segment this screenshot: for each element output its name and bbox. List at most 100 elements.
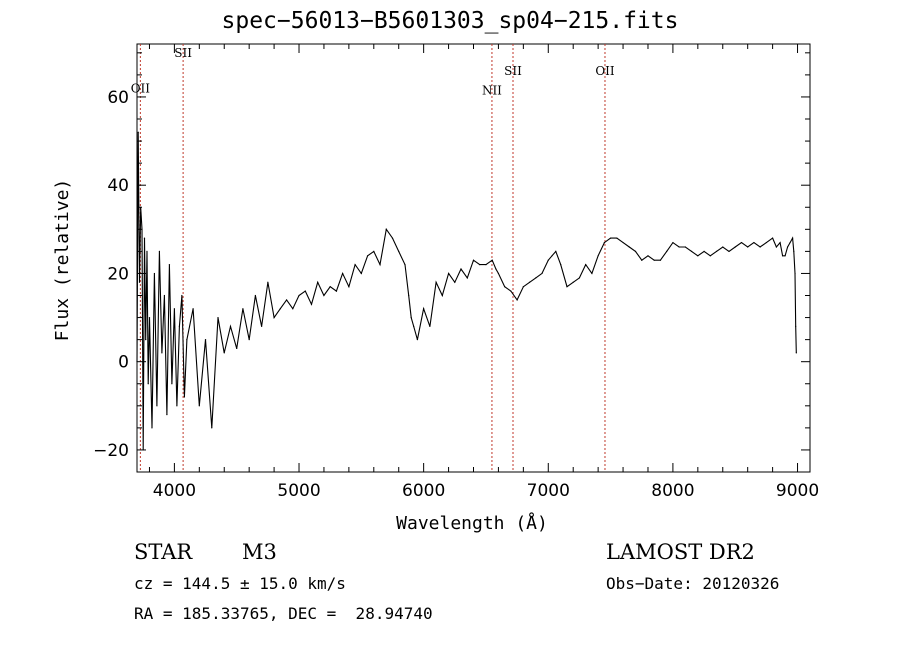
flux-data-point [791, 237, 794, 239]
flux-data-point [666, 250, 668, 252]
flux-data-point [217, 316, 219, 319]
flux-data-point [168, 264, 171, 266]
flux-data-point [775, 246, 777, 248]
x-tick-label: 9000 [776, 481, 819, 501]
flux-data-point [379, 264, 381, 266]
flux-data-point [765, 241, 767, 244]
flux-data-point [335, 290, 338, 292]
flux-data-point [495, 268, 497, 270]
flux-data-point [479, 264, 481, 266]
flux-data-point [323, 294, 325, 297]
flux-data-point [510, 290, 512, 292]
flux-data-point [522, 286, 524, 288]
y-tick-label: 40 [107, 176, 129, 196]
flux-data-point [423, 308, 425, 310]
x-axis-label: Wavelength (Å) [396, 512, 548, 534]
flux-data-point [659, 259, 662, 261]
flux-data-point [691, 250, 693, 252]
coords-text: RA = 185.33765, DEC = 28.94740 [134, 604, 433, 623]
flux-data-point [555, 250, 557, 252]
flux-data-point [603, 241, 605, 244]
flux-data-point [186, 339, 188, 341]
flux-data-point [342, 272, 344, 275]
flux-data-point [146, 250, 148, 252]
flux-data-point [373, 250, 375, 252]
flux-data-point [416, 339, 419, 341]
flux-data-point [366, 255, 369, 257]
flux-data-point [385, 228, 387, 230]
flux-data-point [795, 325, 797, 327]
flux-data-point [273, 316, 275, 319]
flux-data-point [298, 294, 300, 297]
flux-data-point [472, 259, 475, 261]
flux-data-point [163, 294, 166, 297]
y-tick-label: 20 [107, 264, 129, 284]
flux-data-point [410, 316, 412, 319]
flux-data-point [156, 405, 158, 407]
flux-data-point [161, 352, 163, 354]
flux-data-point [585, 264, 587, 266]
flux-data-point [229, 325, 232, 327]
y-tick-label: −20 [93, 441, 129, 461]
flux-data-point [722, 246, 724, 248]
x-tick-label: 8000 [651, 481, 694, 501]
flux-series-line [136, 132, 797, 450]
flux-data-point [591, 272, 593, 275]
redshift-text: cz = 144.5 ± 15.0 km/s [134, 574, 346, 593]
flux-data-point [779, 241, 781, 244]
flux-data-point [317, 281, 319, 283]
flux-data-point [460, 268, 462, 270]
flux-data-point [578, 277, 581, 279]
emission-line-label: SII [174, 46, 192, 60]
x-tick-label: 5000 [277, 481, 320, 501]
flux-data-point [137, 131, 139, 133]
y-tick-label: 0 [118, 353, 129, 373]
flux-data-point [192, 308, 194, 310]
flux-data-point [793, 250, 795, 252]
flux-data-point [516, 299, 518, 301]
flux-data-point [759, 246, 761, 248]
flux-data-point [454, 281, 456, 283]
flux-data-point [609, 237, 612, 239]
flux-data-point [715, 250, 718, 252]
flux-data-point [279, 308, 281, 310]
flux-data-point [178, 325, 180, 327]
flux-data-point [684, 246, 686, 248]
flux-data-point [147, 383, 149, 385]
flux-data-point [158, 250, 161, 252]
flux-data-point [597, 255, 599, 257]
flux-data-point [413, 325, 415, 327]
flux-data-point [236, 347, 238, 350]
flux-data-point [794, 272, 796, 275]
flux-data-point [304, 290, 306, 292]
flux-data-point [354, 264, 356, 266]
object-class: STAR [134, 540, 193, 564]
flux-data-point [647, 255, 649, 257]
flux-data-point [497, 272, 500, 275]
flux-data-point [398, 250, 400, 252]
flux-data-point [728, 250, 730, 252]
flux-data-point [772, 237, 774, 239]
flux-data-point [148, 316, 151, 319]
flux-data-point [223, 352, 225, 354]
emission-line-label: NII [482, 84, 502, 98]
flux-data-point [560, 264, 562, 266]
flux-data-point [198, 405, 200, 407]
flux-data-point [781, 255, 784, 257]
flux-data-point [528, 281, 531, 283]
flux-data-point [795, 352, 797, 354]
flux-data-point [329, 286, 331, 288]
flux-data-point [697, 255, 699, 257]
flux-data-point [153, 272, 156, 275]
emission-line-label: SII [504, 64, 522, 78]
flux-data-point [267, 281, 269, 283]
flux-data-point [703, 250, 705, 252]
emission-line-label: OII [595, 64, 615, 78]
flux-data-point [176, 405, 178, 407]
flux-data-point [753, 241, 755, 244]
flux-data-point [622, 241, 624, 244]
x-tick-label: 4000 [153, 481, 196, 501]
x-tick-label: 6000 [402, 481, 445, 501]
y-tick-label: 60 [107, 88, 129, 108]
